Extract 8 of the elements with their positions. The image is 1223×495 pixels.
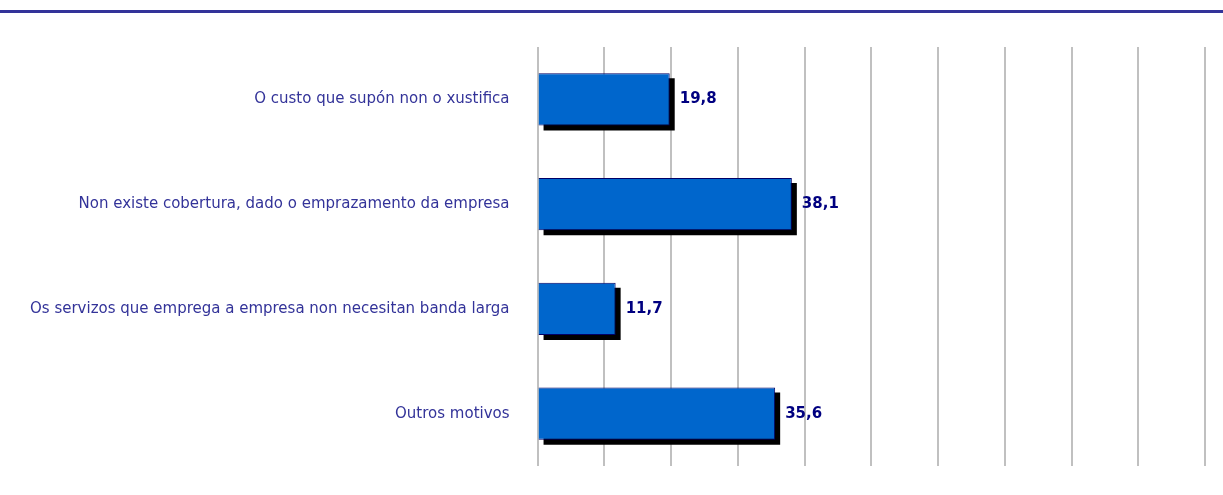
data-label: 38,1: [801, 194, 839, 213]
data-label: 11,7: [625, 298, 663, 317]
data-label: 19,8: [679, 89, 717, 108]
y-tick-label: O custo que supón non o xustifica: [254, 89, 510, 108]
y-tick-label: Outros motivos: [395, 403, 510, 422]
data-label: 35,6: [785, 403, 823, 422]
y-tick-label: Os servizos que emprega a empresa non necesitan banda larga: [29, 298, 510, 317]
y-tick-label: Non existe cobertura, dado o emprazamento da empresa: [78, 194, 510, 213]
